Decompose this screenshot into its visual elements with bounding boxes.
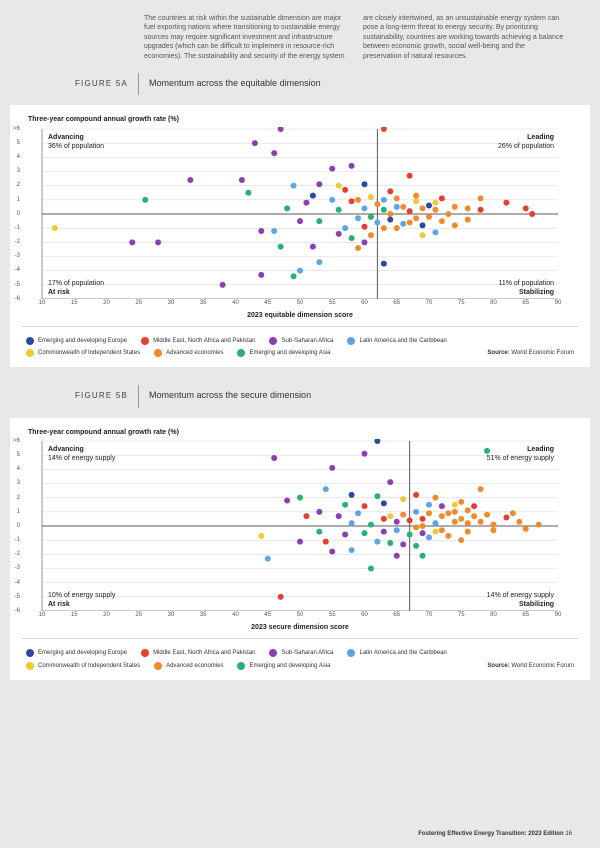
intro-col-2: are closely intertwined, as an unsustain… — [363, 14, 564, 61]
figure-a-heading: FIGURE 5A Momentum across the equitable … — [0, 69, 600, 99]
chart-a-xlabel: 2023 equitable dimension score — [22, 311, 578, 320]
page-footer: Fostering Effective Energy Transition: 2… — [418, 830, 572, 838]
chart-a-legend: Emerging and developing Europe Middle Eas… — [22, 326, 578, 359]
legend-item: Emerging and developing Asia — [237, 347, 336, 359]
chart-a: Three-year compound annual growth rate (… — [10, 105, 590, 367]
page: The countries at risk within the sustain… — [0, 0, 600, 848]
legend-item: Latin America and the Caribbean — [347, 335, 452, 347]
footer-page: 16 — [565, 831, 572, 837]
figure-b-heading: FIGURE 5B Momentum across the secure dim… — [0, 381, 600, 411]
chart-b-xlabel: 2023 secure dimension score — [22, 623, 578, 632]
intro-text: The countries at risk within the sustain… — [0, 0, 600, 69]
figure-a-label: FIGURE 5A — [0, 73, 139, 96]
legend-item: Emerging and developing Europe — [26, 647, 133, 659]
legend-item: Emerging and developing Europe — [26, 335, 133, 347]
intro-col-1: The countries at risk within the sustain… — [144, 14, 349, 61]
footer-title: Fostering Effective Energy Transition: 2… — [418, 831, 563, 837]
chart-a-plot: >6543210-1-2-3-4-5-6Advancing36% of popu… — [22, 127, 562, 299]
legend-item: Middle East, North Africa and Pakistan — [141, 647, 261, 659]
chart-b-legend: Emerging and developing Europe Middle Eas… — [22, 638, 578, 671]
legend-item: Latin America and the Caribbean — [347, 647, 452, 659]
legend-item: Advanced economies — [154, 347, 229, 359]
chart-b-ytitle: Three-year compound annual growth rate (… — [28, 428, 578, 437]
figure-b-title: Momentum across the secure dimension — [139, 383, 311, 407]
figure-b-label: FIGURE 5B — [0, 385, 139, 408]
legend-item: Sub-Saharan Africa — [269, 647, 339, 659]
chart-b: Three-year compound annual growth rate (… — [10, 418, 590, 680]
legend-item: Commonwealth of Independent States — [26, 347, 146, 359]
legend-item: Sub-Saharan Africa — [269, 335, 339, 347]
legend-item: Advanced economies — [154, 660, 229, 672]
legend-item: Middle East, North Africa and Pakistan — [141, 335, 261, 347]
chart-a-ytitle: Three-year compound annual growth rate (… — [28, 115, 578, 124]
figure-a-title: Momentum across the equitable dimension — [139, 71, 321, 95]
legend-item: Commonwealth of Independent States — [26, 660, 146, 672]
chart-b-plot: >6543210-1-2-3-4-5-6Advancing14% of ener… — [22, 439, 562, 611]
legend-item: Emerging and developing Asia — [237, 660, 336, 672]
